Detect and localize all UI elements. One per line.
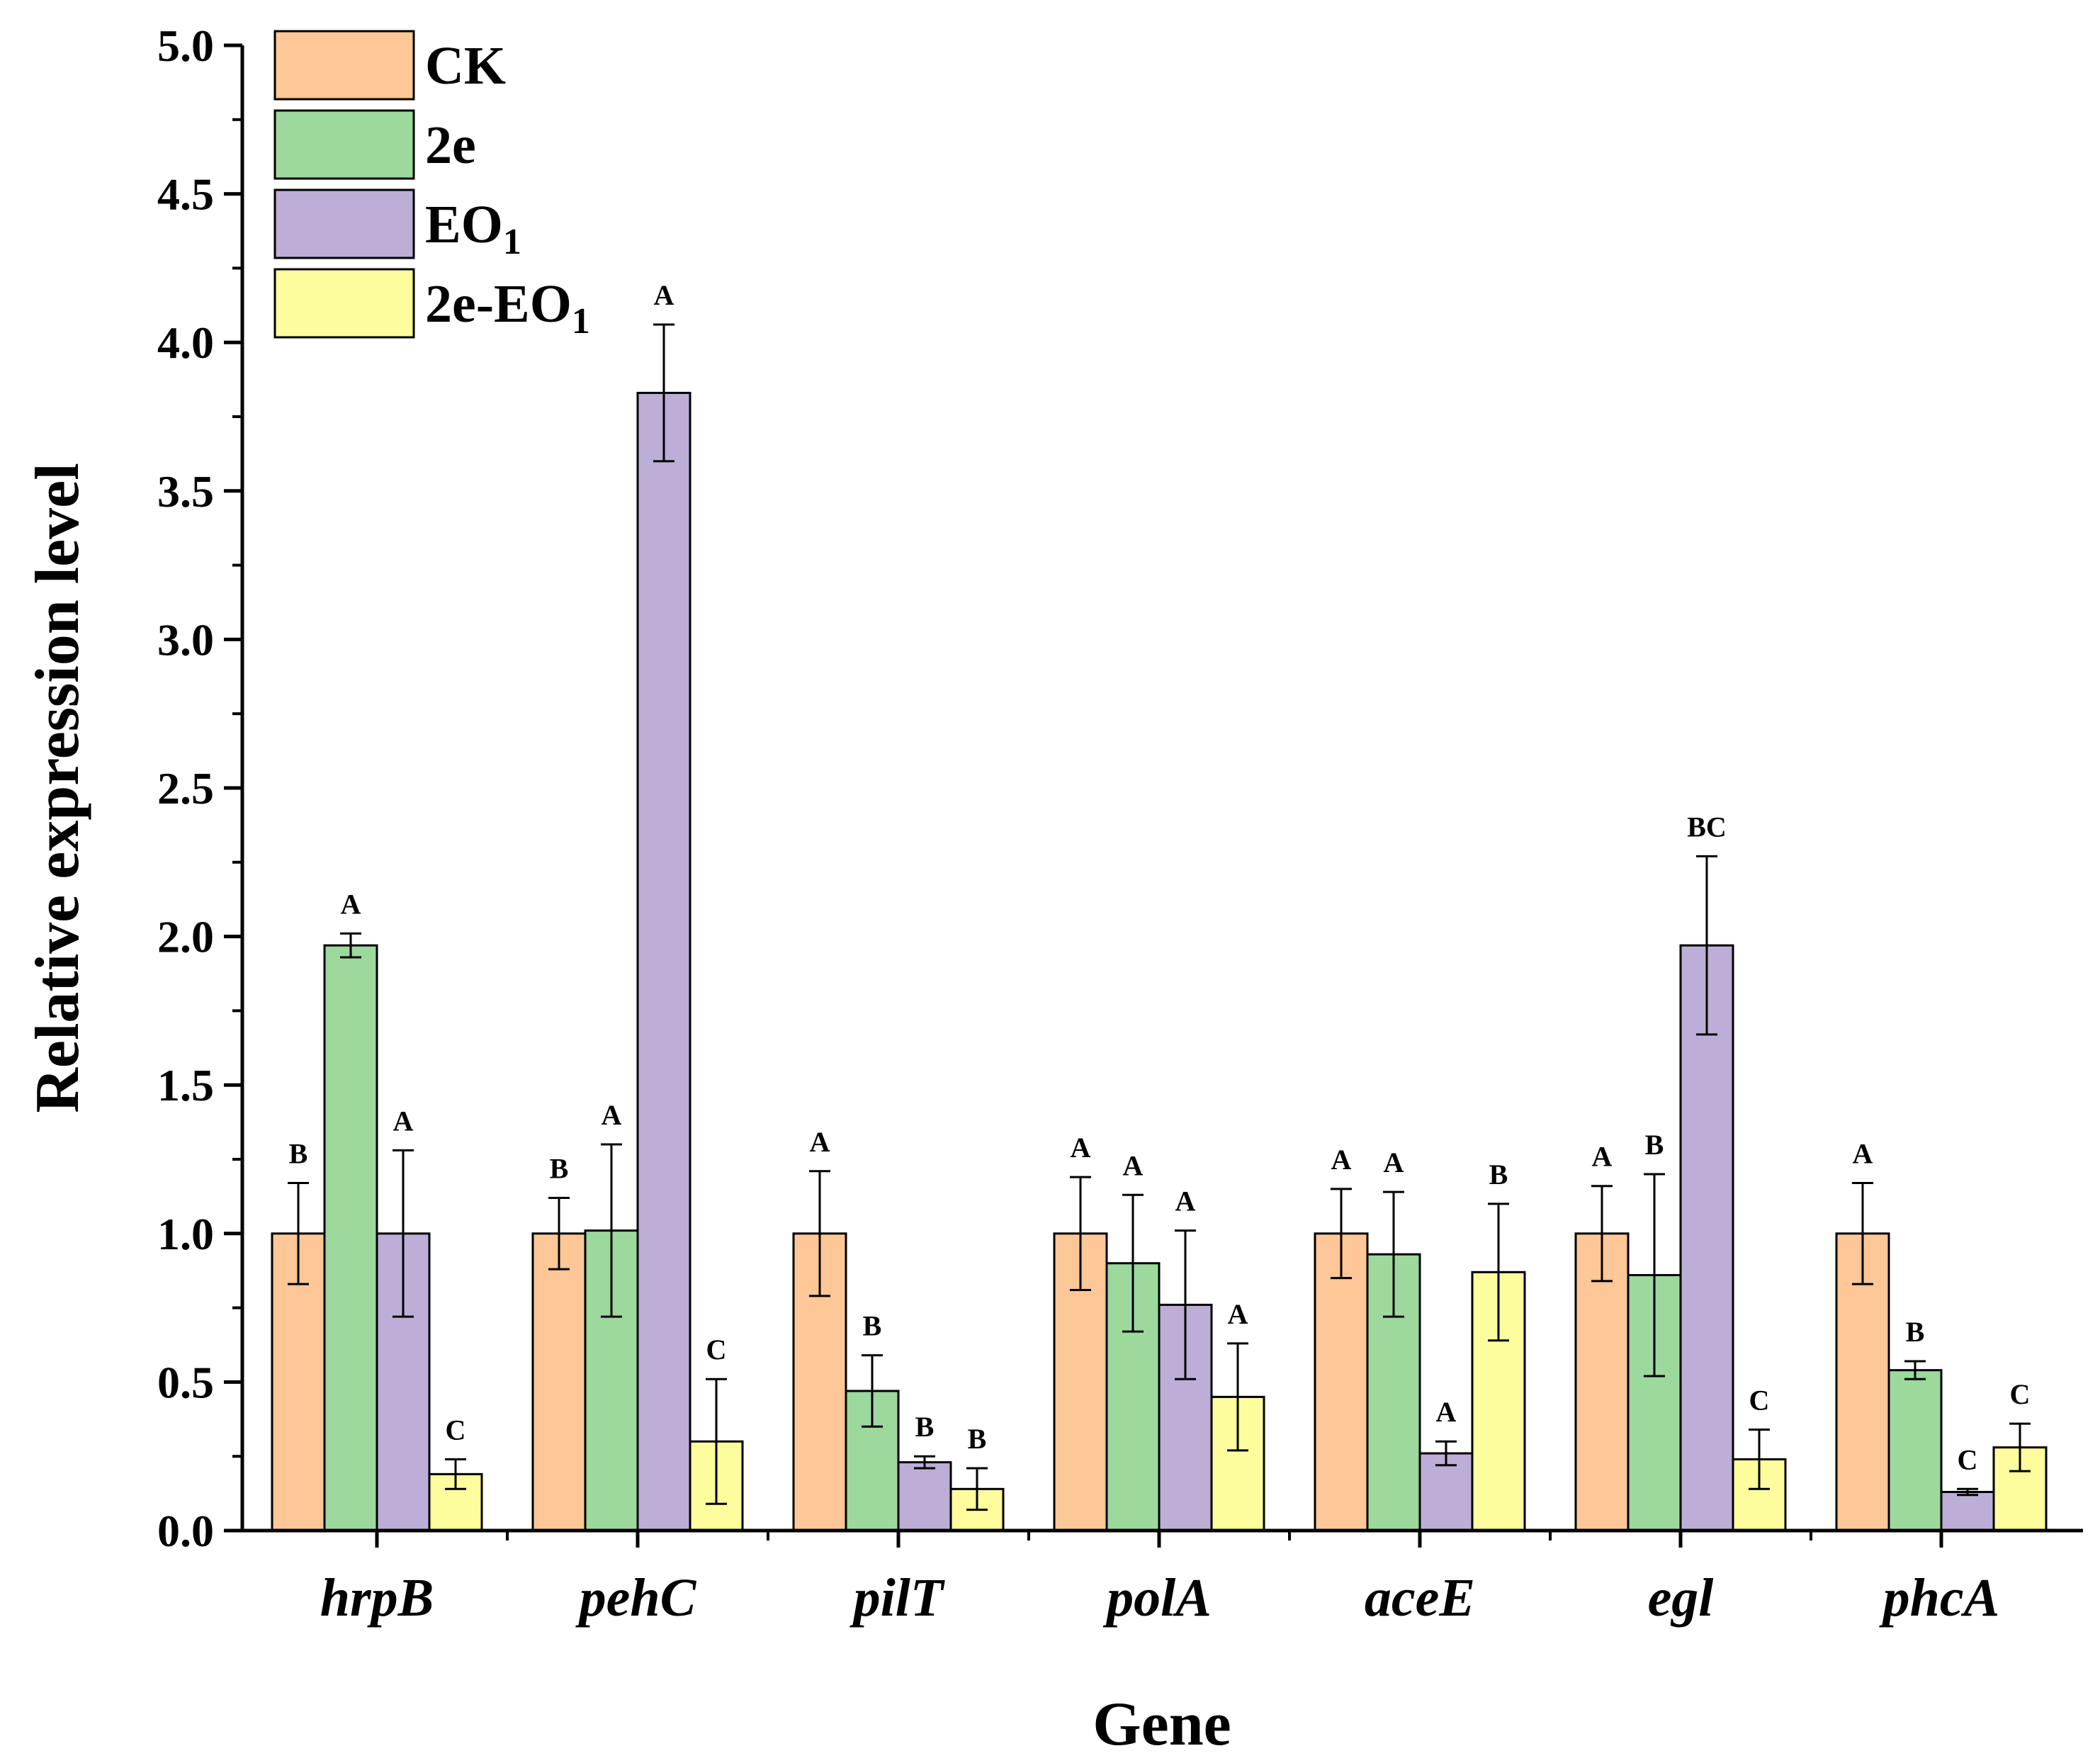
significance-letter: C xyxy=(446,1414,466,1446)
x-category-label: phcA xyxy=(1879,1568,2000,1628)
significance-letter: C xyxy=(1749,1384,1770,1416)
x-category-label: aceE xyxy=(1365,1568,1475,1628)
legend-swatch xyxy=(273,30,415,101)
significance-letter: C xyxy=(1958,1443,1978,1475)
x-category-label: pehC xyxy=(575,1568,697,1628)
significance-letter: A xyxy=(810,1126,830,1158)
legend-swatch xyxy=(273,109,415,180)
significance-letter: A xyxy=(1384,1147,1404,1178)
y-tick-label: 2.0 xyxy=(157,912,214,962)
bar xyxy=(323,944,378,1532)
y-tick-label: 5.0 xyxy=(157,21,214,71)
bar xyxy=(531,1232,587,1532)
significance-letter: A xyxy=(1331,1144,1352,1176)
significance-letter: B xyxy=(915,1411,935,1443)
y-axis-title: Relative expression level xyxy=(23,463,92,1113)
significance-letter: A xyxy=(1853,1138,1873,1170)
legend-swatch xyxy=(273,188,415,259)
bar xyxy=(1940,1491,1995,1532)
legend: CK 2e EO1 2e-EO1 xyxy=(273,30,590,342)
significance-letter: A xyxy=(1175,1185,1196,1217)
x-category-label: pilT xyxy=(849,1568,945,1628)
significance-letter: B xyxy=(863,1310,882,1342)
significance-letter: C xyxy=(2010,1378,2031,1410)
significance-letter: A xyxy=(602,1099,622,1131)
y-tick-label: 3.0 xyxy=(157,614,214,665)
significance-letter: BC xyxy=(1687,811,1727,843)
legend-label: 2e-EO1 xyxy=(425,274,590,342)
y-tick-label: 1.0 xyxy=(157,1209,214,1259)
significance-letter: A xyxy=(341,888,361,920)
bar xyxy=(1574,1232,1630,1532)
y-tick-label: 4.0 xyxy=(157,317,214,368)
y-tick-label: 4.5 xyxy=(157,169,214,220)
y-ticks: 0.0 0.5 1.0 1.5 2.0 2.5 3.0 3.5 4.0 4.5 5.0 xyxy=(157,21,242,1556)
x-category-label: egl xyxy=(1648,1568,1714,1628)
legend-label: CK xyxy=(425,36,506,96)
significance-letter: A xyxy=(1123,1149,1144,1181)
bar xyxy=(1679,944,1734,1532)
significance-letter: B xyxy=(1645,1129,1664,1161)
significance-letter: B xyxy=(550,1152,569,1184)
y-tick-label: 1.5 xyxy=(157,1060,214,1110)
y-tick-label: 0.0 xyxy=(157,1506,214,1556)
legend-swatch xyxy=(273,268,415,339)
x-ticks: hrpB pehC pilT polA aceE egl phcA xyxy=(320,1531,2000,1628)
x-category-label: hrpB xyxy=(320,1568,434,1628)
x-axis-title: Gene xyxy=(1093,1690,1231,1759)
legend-label: EO1 xyxy=(425,195,521,262)
significance-letter: A xyxy=(393,1105,414,1137)
significance-letter: A xyxy=(1592,1141,1613,1173)
y-tick-label: 3.5 xyxy=(157,466,214,517)
y-tick-label: 0.5 xyxy=(157,1357,214,1407)
error-bars-layer xyxy=(288,323,2031,1511)
significance-letter: A xyxy=(1436,1396,1457,1428)
bar xyxy=(1887,1369,1943,1532)
legend-label: 2e xyxy=(425,116,476,175)
significance-letter: C xyxy=(706,1334,727,1365)
significance-letter: A xyxy=(654,279,674,311)
bar xyxy=(897,1461,952,1532)
significance-letter: B xyxy=(289,1138,308,1170)
bars-layer xyxy=(271,391,2048,1532)
significance-letter: A xyxy=(1071,1132,1091,1164)
bar xyxy=(636,391,691,1532)
significance-letter: B xyxy=(968,1423,987,1455)
significance-letter: A xyxy=(1228,1298,1248,1330)
y-tick-label: 2.5 xyxy=(157,763,214,813)
significance-letter: B xyxy=(1906,1316,1925,1348)
x-category-label: polA xyxy=(1102,1568,1212,1628)
significance-letter: B xyxy=(1489,1159,1508,1190)
